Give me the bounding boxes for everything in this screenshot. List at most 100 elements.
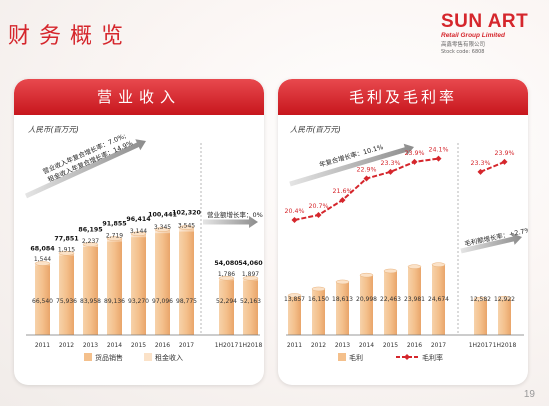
gross-profit-label: 12,922	[494, 296, 515, 303]
gross-profit-label: 16,150	[308, 296, 329, 303]
x-tick-label: 2013	[335, 342, 350, 349]
goods-sales-label: 83,958	[80, 298, 101, 305]
x-tick-label: 2011	[35, 342, 50, 349]
x-tick-label: 1H2018	[239, 342, 263, 349]
bar-gross-profit-top	[287, 293, 302, 298]
bar-goods-sales	[155, 233, 170, 335]
goods-sales-label: 98,775	[176, 298, 197, 305]
gross-profit-label: 23,981	[404, 296, 425, 303]
goods-sales-label: 52,294	[216, 298, 237, 305]
rental-income-label: 3,545	[178, 222, 195, 229]
margin-label: 20.4%	[284, 208, 304, 215]
bar-gross-profit	[408, 266, 421, 335]
bar-gross-profit-top	[383, 268, 398, 274]
rental-income-label: 3,345	[154, 224, 171, 231]
bar-gross-profit-top	[431, 262, 446, 267]
bar-goods-sales	[83, 246, 98, 335]
gross-profit-label: 12,582	[470, 296, 491, 303]
bar-cap	[34, 261, 51, 266]
total-revenue-label: 68,084	[30, 246, 55, 253]
goods-sales-label: 97,096	[152, 298, 173, 305]
bar-gross-profit-top	[335, 279, 350, 285]
logo-chinese-name: 高鑫零售有限公司	[441, 42, 486, 48]
rental-income-label: 1,897	[242, 271, 259, 278]
legend-swatch-gross-profit	[338, 353, 346, 361]
legend-label-margin: 毛利率	[422, 353, 443, 362]
bar-gross-profit	[474, 299, 487, 335]
rental-income-label: 1,915	[58, 246, 75, 253]
bar-gross-profit	[312, 288, 325, 335]
margin-point	[291, 217, 298, 223]
x-tick-label: 2016	[407, 342, 422, 349]
total-revenue-label: 100,441	[148, 212, 177, 219]
margin-point	[363, 175, 370, 182]
rental-income-label: 2,719	[106, 232, 123, 239]
bar-goods-sales	[219, 280, 234, 335]
legend-swatch-rental-income	[144, 353, 152, 361]
bar-gross-profit	[288, 295, 301, 335]
rental-income-label: 2,237	[82, 238, 99, 245]
bar-gross-profit-top	[473, 296, 488, 302]
bar-cap	[130, 231, 147, 237]
page-title: 财务概览	[8, 24, 133, 49]
revenue-panel-title: 营业收入	[14, 79, 264, 115]
bar-gross-profit-top	[497, 295, 512, 301]
bar-gross-profit-top	[359, 272, 374, 278]
goods-sales-label: 93,270	[128, 298, 149, 305]
margin-label: 22.9%	[356, 167, 376, 174]
bar-gross-profit-top	[311, 286, 326, 292]
bar-cap	[154, 227, 171, 232]
gross-profit-panel: 毛利及毛利率 人民币(百万元) 年复合增长率：10.1% 毛利额增长率：+2.7% 1…	[278, 79, 528, 385]
gross-profit-panel-title: 毛利及毛利率	[278, 79, 528, 115]
x-tick-label: 2014	[359, 342, 374, 349]
bar-goods-sales	[243, 280, 258, 335]
goods-sales-label: 52,163	[240, 298, 261, 305]
x-tick-label: 2017	[179, 342, 194, 349]
goods-sales-label: 66,540	[32, 298, 53, 305]
bar-cap	[106, 236, 123, 241]
rental-income-label: 3,144	[130, 228, 147, 235]
total-revenue-label: 96,414	[126, 216, 151, 223]
gross-profit-label: 13,857	[284, 296, 305, 303]
total-revenue-label: 77,851	[54, 235, 78, 242]
goods-sales-label: 75,936	[56, 298, 77, 305]
margin-point	[411, 158, 418, 165]
bar-gross-profit	[384, 270, 397, 335]
margin-label: 23.9%	[404, 150, 424, 157]
legend-label-rental-income: 租金收入	[155, 353, 183, 362]
bar-cap	[178, 225, 195, 230]
gross-profit-label: 24,674	[428, 296, 449, 303]
margin-line-half-year	[480, 160, 505, 173]
unit-label: 人民币(百万元)	[290, 125, 341, 134]
revenue-panel: 营业收入 人民币(百万元) 营业收入年复合增长率：7.0%; 租金收入年复合增长率：…	[14, 79, 264, 385]
legend-label-goods-sales: 货品销售	[95, 353, 123, 362]
x-tick-label: 2015	[383, 342, 398, 349]
growth-annotation: 营业额增长率：0%	[207, 210, 263, 219]
gross-profit-label: 18,613	[332, 296, 353, 303]
bar-cap	[58, 251, 75, 256]
x-tick-label: 1H2017	[469, 342, 493, 349]
cagr-arrow	[25, 139, 146, 199]
bar-gross-profit	[432, 264, 445, 335]
growth-arrow	[460, 233, 522, 254]
bar-goods-sales	[179, 231, 194, 335]
total-revenue-label: 54,080	[214, 260, 239, 267]
x-tick-label: 2017	[431, 342, 446, 349]
total-revenue-label: 54,060	[238, 260, 263, 267]
total-revenue-label: 86,195	[78, 226, 102, 233]
margin-point	[477, 168, 484, 175]
rental-income-label: 1,786	[218, 271, 235, 278]
legend-marker-margin	[404, 354, 410, 360]
x-tick-label: 1H2018	[493, 342, 517, 349]
margin-point	[339, 197, 346, 204]
page-number: 19	[523, 389, 535, 400]
rental-income-label: 1,544	[34, 256, 51, 263]
margin-point	[501, 158, 508, 165]
x-tick-label: 2011	[287, 342, 302, 349]
bar-goods-sales	[131, 237, 146, 335]
x-tick-label: 2012	[59, 342, 74, 349]
x-tick-label: 2013	[83, 342, 98, 349]
bar-goods-sales	[35, 265, 50, 335]
goods-sales-label: 89,136	[104, 298, 125, 305]
logo-sub-text: Retail Group Limited	[441, 32, 505, 39]
